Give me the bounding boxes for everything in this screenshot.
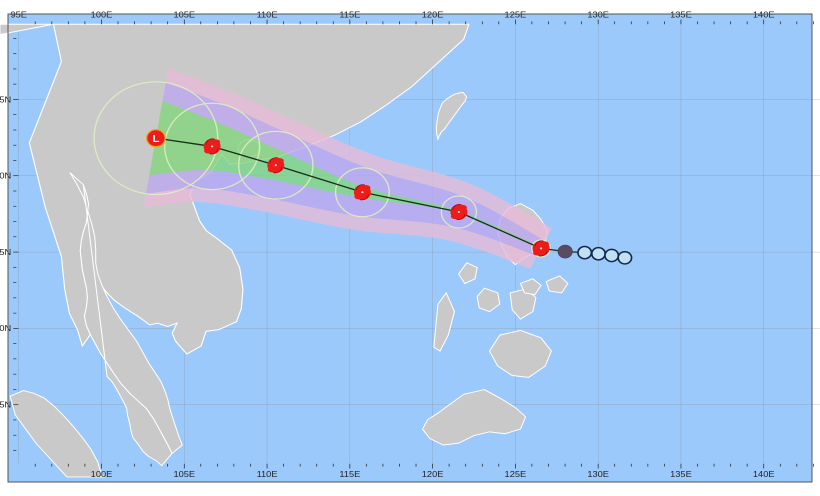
svg-text:130E: 130E: [587, 469, 609, 479]
svg-text:115E: 115E: [339, 10, 360, 20]
svg-text:140E: 140E: [753, 469, 775, 479]
svg-text:135E: 135E: [670, 469, 692, 479]
svg-text:25N: 25N: [0, 95, 11, 105]
svg-text:110E: 110E: [257, 10, 278, 20]
svg-text:140E: 140E: [753, 10, 775, 20]
svg-text:105E: 105E: [173, 469, 195, 479]
svg-text:120E: 120E: [422, 10, 444, 20]
svg-text:125E: 125E: [505, 10, 527, 20]
svg-text:120E: 120E: [422, 469, 444, 479]
svg-text:5N: 5N: [0, 400, 11, 410]
svg-text:95E: 95E: [10, 10, 27, 20]
svg-text:130E: 130E: [587, 10, 609, 20]
svg-text:105E: 105E: [173, 10, 195, 20]
svg-text:135E: 135E: [670, 10, 692, 20]
svg-text:L: L: [152, 133, 159, 144]
svg-text:115E: 115E: [339, 469, 360, 479]
svg-text:110E: 110E: [257, 469, 278, 479]
svg-text:15N: 15N: [0, 247, 11, 257]
svg-text:10N: 10N: [0, 324, 11, 334]
svg-text:100E: 100E: [91, 10, 113, 20]
svg-text:20N: 20N: [0, 171, 11, 181]
svg-text:100E: 100E: [91, 469, 113, 479]
svg-text:125E: 125E: [505, 469, 527, 479]
